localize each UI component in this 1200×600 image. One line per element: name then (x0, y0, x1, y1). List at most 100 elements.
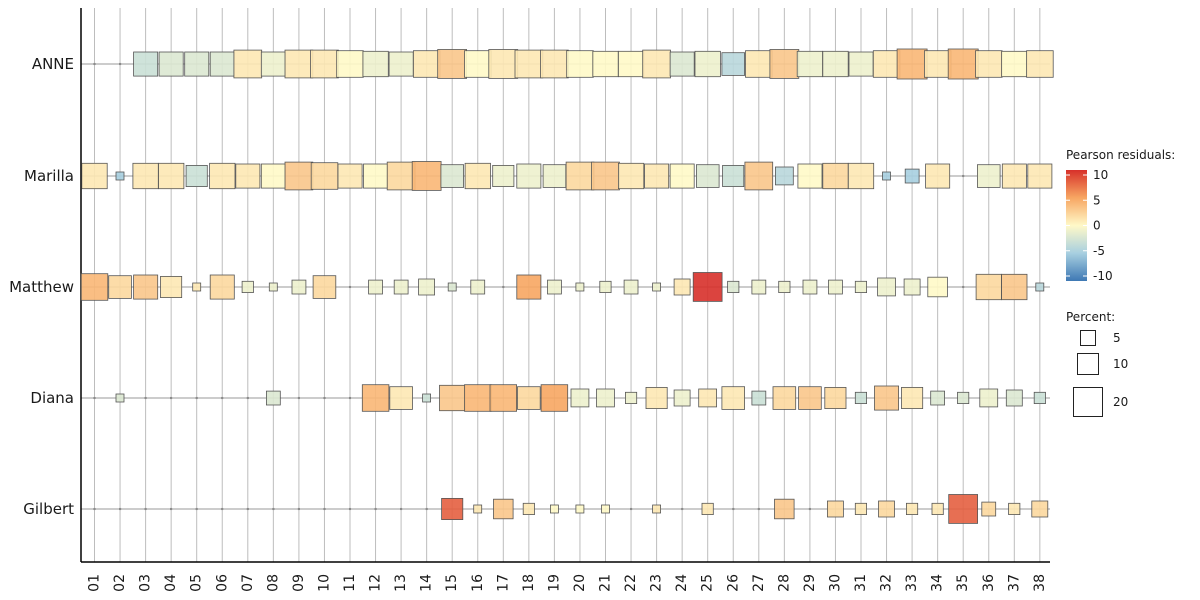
tile-marilla-05 (185, 164, 208, 187)
tile-anne-10 (310, 49, 339, 79)
tile-matthew-25 (692, 272, 723, 302)
tile-matthew-06 (209, 274, 235, 300)
tile-gilbert-18 (522, 502, 535, 515)
tile-marilla-18 (516, 163, 542, 189)
row-label-matthew: Matthew (9, 278, 74, 296)
tile-matthew-21 (599, 280, 612, 293)
tile-anne-03 (133, 51, 159, 77)
tile-anne-17 (488, 49, 519, 79)
tile-gilbert-13 (400, 507, 403, 511)
tile-diana-07 (246, 396, 249, 400)
tile-marilla-26 (722, 164, 745, 187)
tile-diana-09 (297, 396, 300, 400)
tile-matthew-20 (575, 282, 585, 292)
column-label-02: 02 (112, 574, 128, 592)
column-label-32: 32 (879, 574, 895, 592)
tile-diana-21 (596, 388, 615, 408)
column-label-13: 13 (393, 574, 409, 592)
tile-gilbert-05 (195, 507, 198, 511)
tile-anne-18 (514, 49, 544, 79)
column-label-10: 10 (316, 574, 332, 592)
tile-matthew-23 (652, 282, 661, 292)
tile-diana-32 (874, 385, 900, 411)
column-label-22: 22 (623, 574, 639, 592)
tile-anne-07 (233, 49, 263, 79)
tile-gilbert-22 (630, 507, 633, 511)
column-label-28: 28 (776, 574, 792, 592)
column-label-12: 12 (368, 574, 384, 592)
tile-anne-04 (158, 51, 184, 77)
tile-diana-23 (645, 386, 668, 409)
tile-marilla-03 (132, 162, 159, 190)
tile-anne-37 (1001, 50, 1028, 78)
tile-gilbert-20 (575, 504, 585, 514)
tile-diana-29 (798, 386, 822, 410)
tile-gilbert-07 (246, 507, 249, 511)
tile-marilla-30 (822, 162, 849, 190)
column-label-35: 35 (955, 574, 971, 592)
column-label-37: 37 (1006, 574, 1022, 592)
tile-diana-17 (489, 384, 518, 412)
tile-gilbert-37 (1008, 502, 1021, 515)
tile-marilla-25 (696, 164, 720, 188)
tile-gilbert-34 (931, 502, 944, 515)
tile-marilla-34 (925, 163, 951, 189)
color-legend-tick: 0 (1093, 219, 1101, 233)
tile-marilla-19 (542, 164, 567, 188)
column-labels: 01 02 03 04 05 06 07 08 09 10 11 12 13 14 15 16 17 18 19 20… (87, 574, 1048, 592)
column-label-04: 04 (163, 574, 179, 592)
tile-anne-24 (669, 51, 695, 77)
tile-matthew-31 (854, 280, 867, 293)
tile-matthew-15 (447, 282, 457, 292)
tile-gilbert-32 (878, 500, 895, 518)
tile-matthew-26 (727, 280, 740, 293)
column-label-29: 29 (802, 574, 818, 592)
tile-marilla-10 (310, 162, 339, 190)
tile-diana-26 (721, 386, 746, 410)
row-label-diana: Diana (30, 389, 74, 407)
column-label-27: 27 (751, 574, 767, 592)
tile-anne-11 (336, 50, 364, 78)
tile-marilla-32 (882, 171, 891, 181)
tile-gilbert-29 (808, 507, 811, 511)
tile-gilbert-23 (652, 504, 661, 514)
tile-matthew-30 (828, 279, 843, 295)
tile-marilla-15 (440, 164, 464, 188)
tile-diana-27 (751, 390, 767, 406)
column-label-26: 26 (725, 574, 741, 592)
tile-diana-33 (901, 386, 924, 409)
tile-marilla-33 (904, 168, 920, 184)
tile-gilbert-12 (374, 507, 377, 511)
tile-matthew-07 (241, 280, 254, 293)
tile-matthew-08 (268, 282, 278, 292)
row-label-marilla: Marilla (24, 167, 74, 185)
tile-anne-21 (592, 50, 619, 78)
tile-gilbert-06 (221, 507, 224, 511)
tile-matthew-02 (108, 275, 132, 299)
tile-matthew-37 (1001, 273, 1028, 301)
color-legend-tick: 10 (1093, 168, 1108, 182)
column-label-36: 36 (981, 574, 997, 592)
tile-anne-16 (464, 50, 492, 78)
tile-diana-37 (1005, 389, 1023, 407)
tile-marilla-20 (565, 161, 595, 191)
tile-anne-30 (822, 50, 849, 78)
tile-anne-08 (260, 51, 286, 77)
tile-marilla-37 (1001, 163, 1027, 189)
tile-matthew-04 (160, 275, 183, 298)
column-label-06: 06 (214, 574, 230, 592)
tile-gilbert-31 (854, 502, 867, 515)
tile-gilbert-17 (493, 498, 514, 520)
size-legend-square (1080, 330, 1096, 346)
tile-diana-30 (824, 386, 847, 409)
tile-matthew-17 (502, 285, 505, 289)
tile-gilbert-27 (757, 507, 760, 511)
tile-matthew-34 (927, 276, 948, 298)
tile-marilla-38 (1027, 163, 1053, 189)
tile-diana-36 (979, 388, 999, 408)
tile-gilbert-01 (93, 507, 96, 511)
tile-diana-34 (930, 390, 946, 406)
tile-diana-22 (625, 391, 638, 404)
tile-gilbert-38 (1031, 500, 1049, 518)
tile-gilbert-28 (774, 498, 795, 520)
